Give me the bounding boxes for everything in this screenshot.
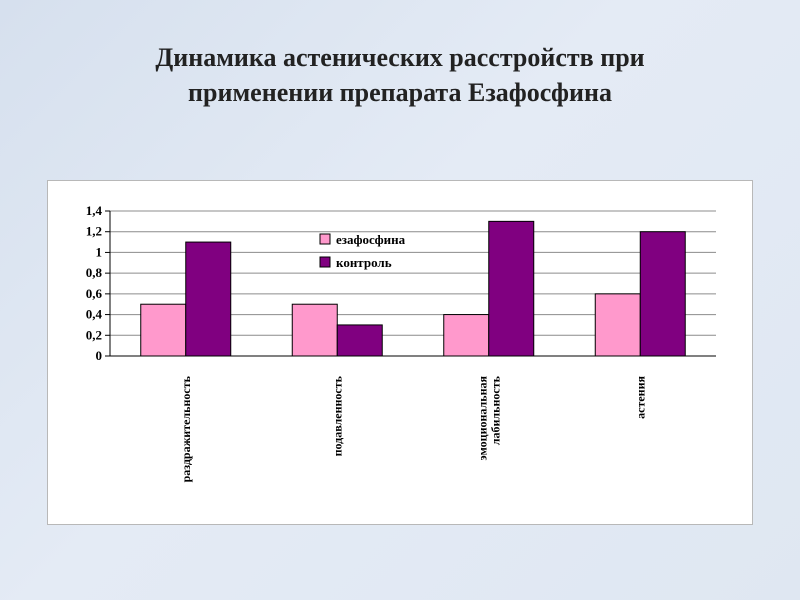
bar-езафосфина-0 [140, 303, 187, 357]
y-tick-label: 1,2 [86, 224, 102, 239]
category-label: эмоциональная [475, 376, 489, 461]
slide-title-line-2: применении препарата Езафосфина [188, 78, 612, 107]
slide-title: Динамика астенических расстройств при пр… [60, 40, 740, 110]
y-tick-label: 0,6 [86, 286, 103, 301]
bar-контроль-2 [488, 220, 535, 357]
legend-swatch-езафосфина [319, 233, 331, 245]
bar-контроль-0 [185, 241, 232, 357]
chart-panel: 0 0,2 0,4 0,6 0,8 1 1,2 1,4 раздражительность под… [47, 180, 753, 525]
bar-езафосфина-1 [291, 303, 338, 357]
category-label: лабильность [488, 375, 502, 445]
legend-swatch-контроль [319, 256, 331, 268]
y-tick-label: 1 [96, 244, 103, 259]
category-label: астения [633, 376, 647, 419]
slide-title-line-1: Динамика астенических расстройств при [155, 43, 645, 72]
y-tick-label: 1,4 [86, 203, 103, 218]
y-tick-label: 0,4 [86, 307, 103, 322]
legend-label: контроль [336, 255, 392, 270]
bar-контроль-3 [639, 231, 686, 357]
bar-контроль-1 [336, 324, 383, 357]
category-label: раздражительность [179, 375, 193, 482]
y-tick-label: 0,8 [86, 265, 103, 280]
bar-chart: 0 0,2 0,4 0,6 0,8 1 1,2 1,4 раздражительность под… [86, 203, 716, 482]
y-tick-label: 0 [96, 348, 103, 363]
category-label: подавленность [330, 375, 344, 456]
legend-label: езафосфина [336, 232, 406, 247]
y-tick-label: 0,2 [86, 327, 102, 342]
bar-езафосфина-3 [594, 293, 641, 357]
bar-езафосфина-2 [443, 314, 490, 357]
